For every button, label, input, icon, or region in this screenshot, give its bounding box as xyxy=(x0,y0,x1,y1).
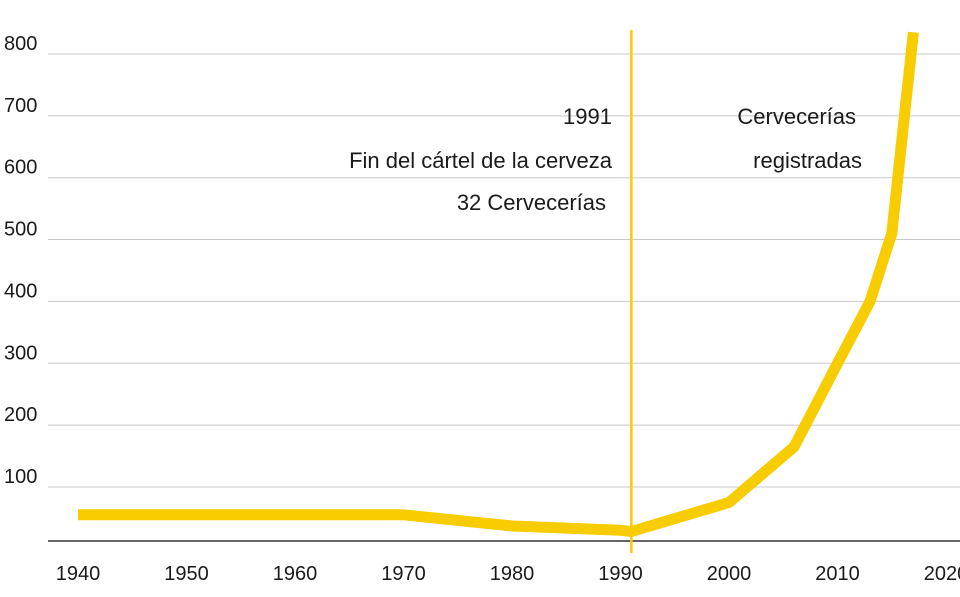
y-tick-label-500: 500 xyxy=(4,219,37,241)
y-tick-label-300: 300 xyxy=(4,342,37,364)
y-tick-label-700: 700 xyxy=(4,95,37,117)
annotation-event-text: Fin del cártel de la cerveza xyxy=(349,148,613,173)
x-tick-label-2000: 2000 xyxy=(707,563,752,585)
y-axis-ticks: 100 200 300 400 500 600 700 800 xyxy=(4,33,37,488)
x-tick-label-1950: 1950 xyxy=(164,563,209,585)
series-label-line2: registradas xyxy=(753,148,862,173)
series-label-line1: Cervecerías xyxy=(737,104,856,129)
x-tick-label-2020: 2020 xyxy=(924,563,960,585)
annotation-event-year: 1991 xyxy=(563,104,612,129)
x-tick-label-1960: 1960 xyxy=(273,563,318,585)
annotation-event-count: 32 Cervecerías xyxy=(457,190,606,215)
y-tick-label-800: 800 xyxy=(4,33,37,55)
x-tick-label-1970: 1970 xyxy=(381,563,426,585)
x-tick-label-1990: 1990 xyxy=(598,563,643,585)
x-axis-ticks: 1940 1950 1960 1970 1980 1990 2000 2010 2020 xyxy=(56,563,960,585)
y-tick-label-100: 100 xyxy=(4,466,37,488)
y-tick-label-600: 600 xyxy=(4,157,37,179)
x-tick-label-2010: 2010 xyxy=(815,563,860,585)
y-tick-label-400: 400 xyxy=(4,280,37,302)
series-line-cervecerias xyxy=(78,31,919,537)
gridlines xyxy=(48,53,960,488)
x-tick-label-1980: 1980 xyxy=(490,563,535,585)
y-tick-label-200: 200 xyxy=(4,404,37,426)
x-tick-label-1940: 1940 xyxy=(56,563,101,585)
